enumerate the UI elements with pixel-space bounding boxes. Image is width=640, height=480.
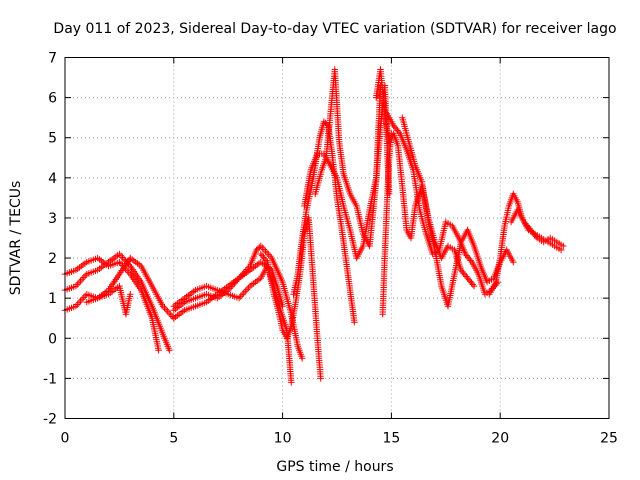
series-arc-13: [383, 110, 502, 298]
x-tick-label: 0: [61, 431, 70, 447]
y-tick-label: 1: [48, 291, 57, 307]
x-tick-label: 5: [169, 431, 178, 447]
x-axis-label: GPS time / hours: [276, 459, 393, 475]
y-tick-label: 6: [48, 91, 57, 107]
data-layer: [61, 66, 567, 386]
x-tick-label: 10: [274, 431, 292, 447]
series-arc-16: [507, 206, 567, 250]
series-arc-11: [312, 66, 393, 250]
y-axis-label: SDTVAR / TECUs: [8, 181, 24, 296]
y-tick-label: 4: [48, 171, 57, 187]
y-tick-label: -2: [43, 412, 57, 428]
series-markers: [507, 206, 567, 250]
x-tick-label: 25: [600, 431, 618, 447]
series-markers: [83, 282, 134, 318]
y-tick-label: 3: [48, 211, 57, 227]
x-tick-label: 20: [491, 431, 509, 447]
y-tick-label: 5: [48, 131, 57, 147]
y-tick-label: 2: [48, 251, 57, 267]
series-markers: [383, 110, 502, 298]
y-tick-label: -1: [43, 371, 57, 387]
series-arc-17: [379, 130, 395, 318]
y-tick-label: 7: [48, 51, 57, 67]
series-arc-4: [83, 282, 134, 318]
series-markers: [312, 66, 393, 250]
chart-title: Day 011 of 2023, Sidereal Day-to-day VTE…: [53, 21, 616, 37]
series-markers: [379, 130, 395, 318]
plot-frame: [64, 57, 610, 419]
y-tick-label: 0: [48, 331, 57, 347]
x-tick-label: 15: [382, 431, 400, 447]
